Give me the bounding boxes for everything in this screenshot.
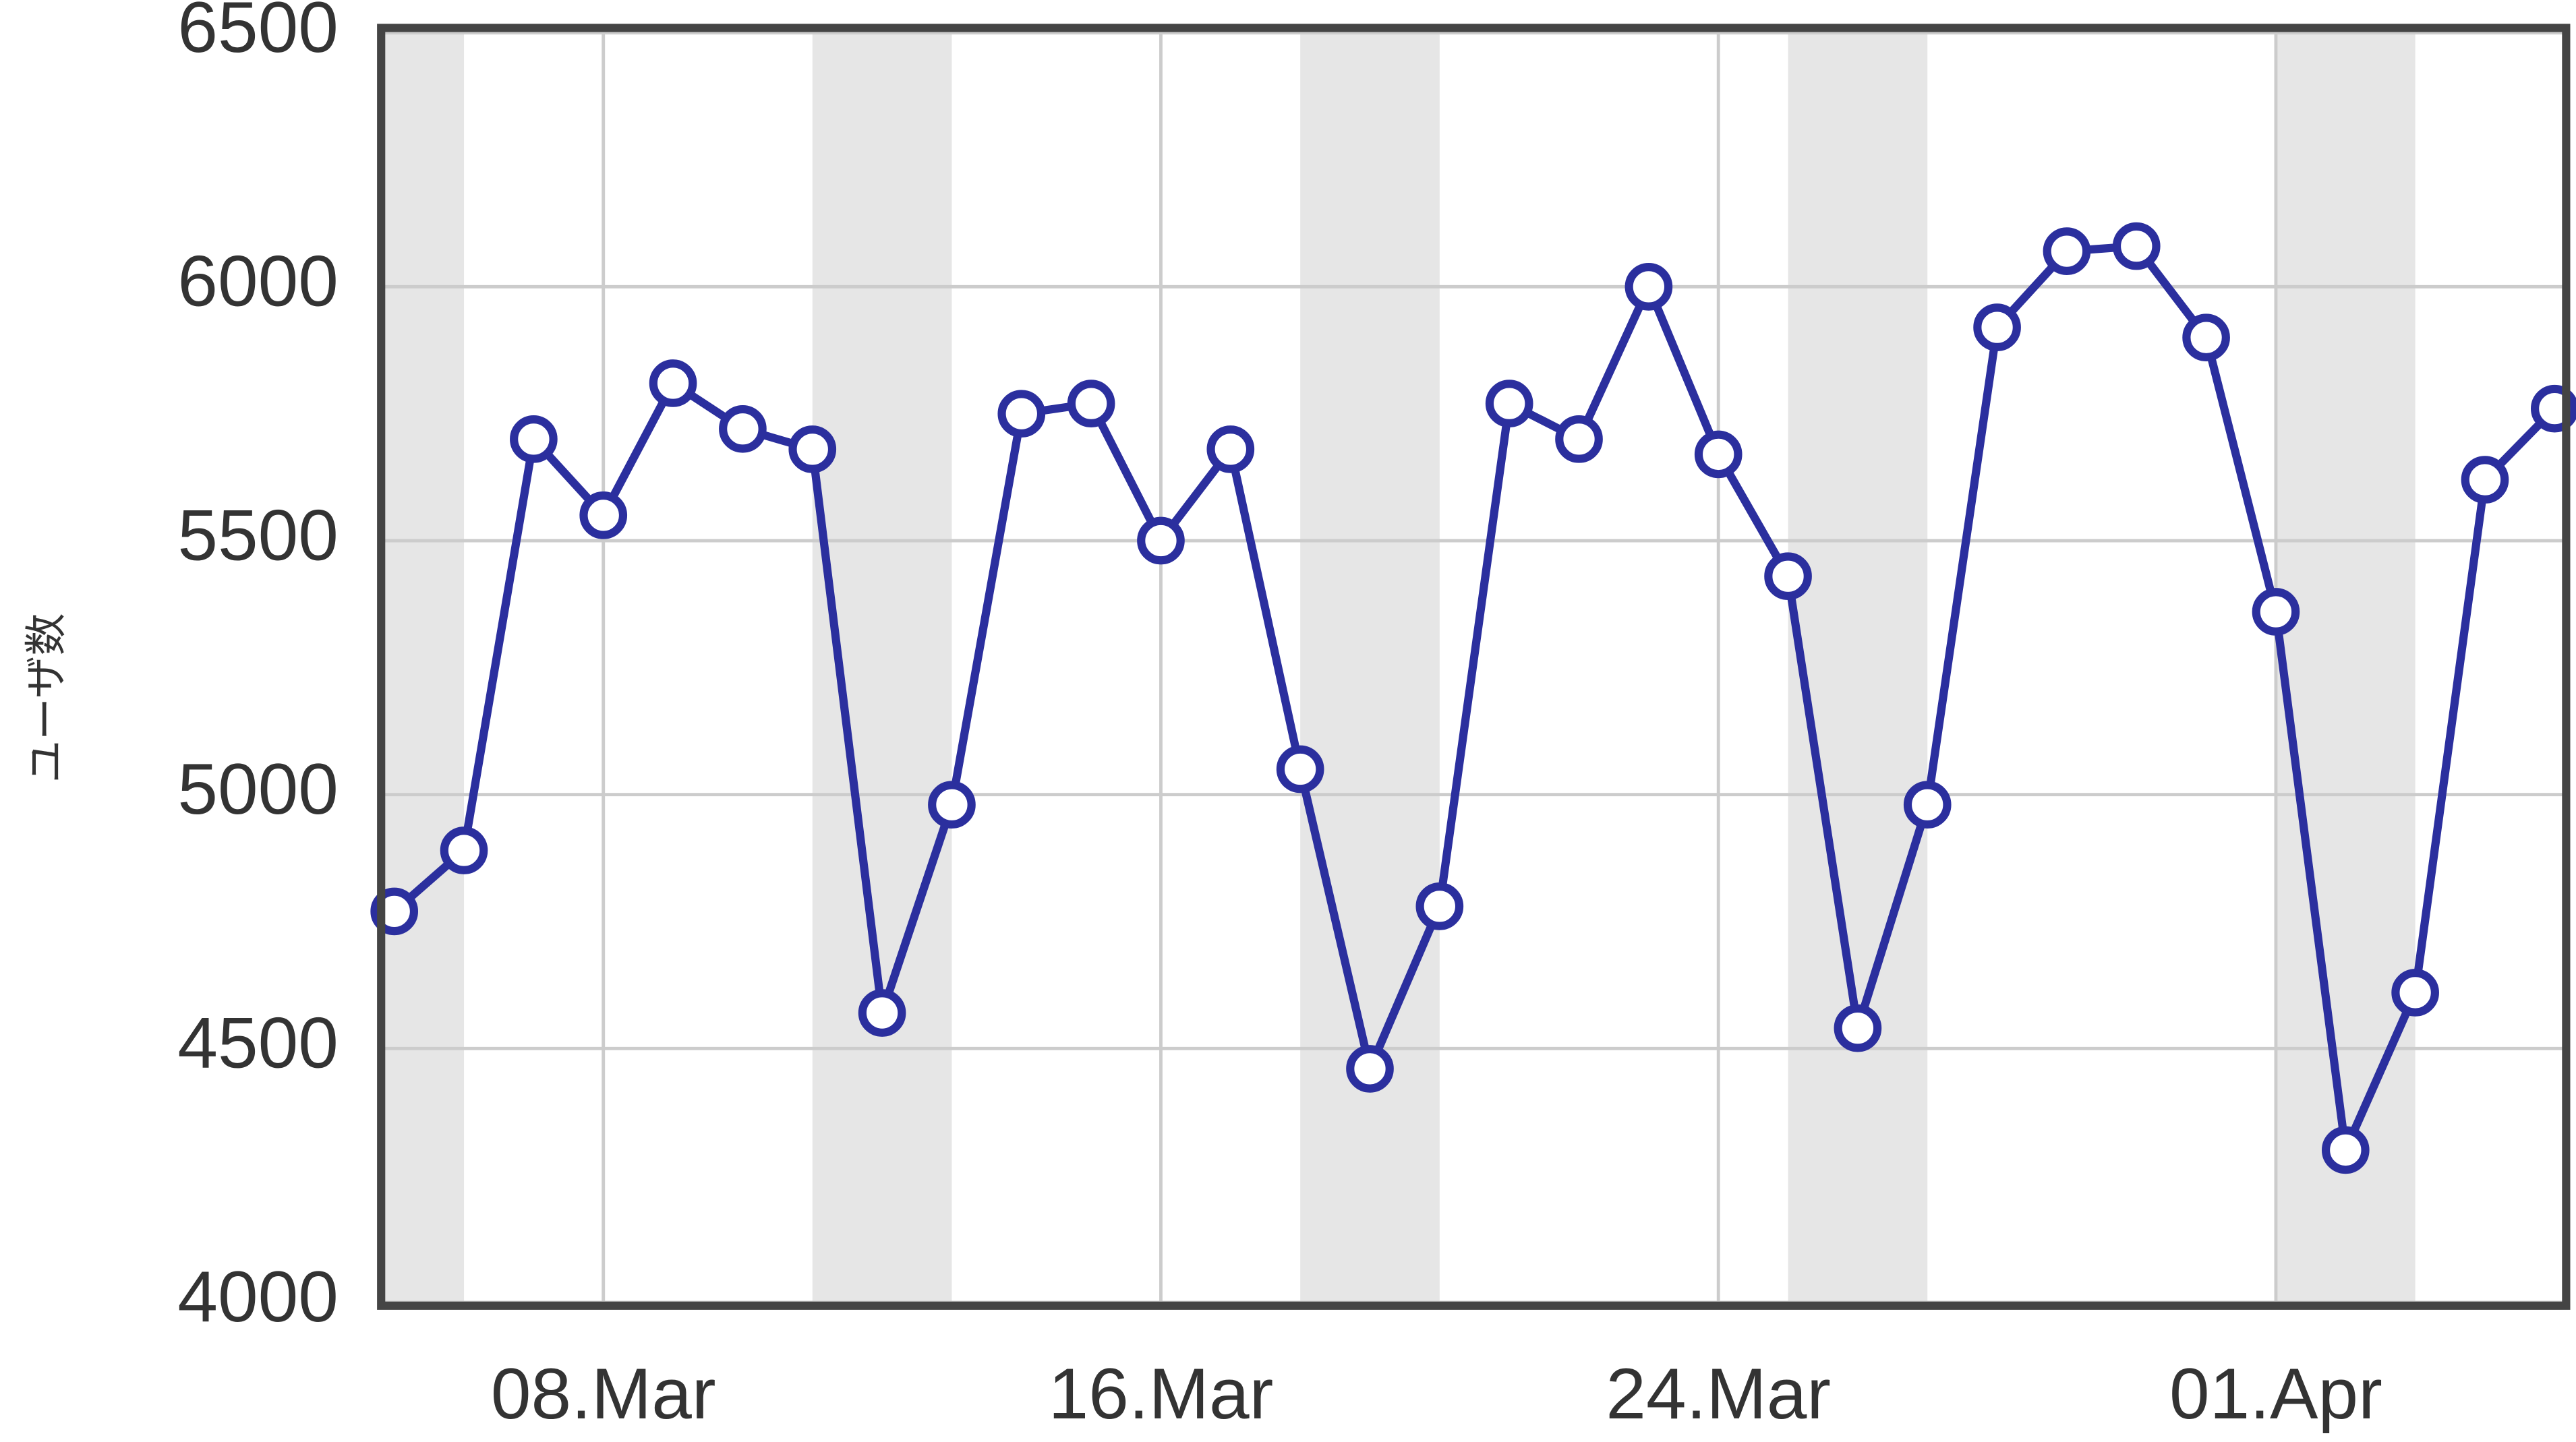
x-tick-label: 08.Mar xyxy=(491,1353,716,1434)
data-point xyxy=(2043,227,2091,275)
plot-band xyxy=(812,28,952,1306)
data-point xyxy=(1067,380,1115,427)
data-point xyxy=(1346,1045,1394,1093)
series-line xyxy=(391,242,2558,1155)
data-point xyxy=(1555,415,1603,463)
y-tick-label: 5000 xyxy=(177,748,338,829)
data-point xyxy=(788,425,837,473)
plot-frame xyxy=(377,24,2571,1310)
data-point xyxy=(719,404,767,453)
data-point xyxy=(1276,745,1324,793)
x-tick-label: 16.Mar xyxy=(1049,1353,1274,1434)
data-point xyxy=(1206,425,1255,473)
x-tick-label: 24.Mar xyxy=(1606,1353,1831,1434)
data-point xyxy=(579,491,628,539)
data-point xyxy=(1485,380,1533,427)
data-point xyxy=(2182,313,2230,362)
data-point xyxy=(2391,969,2439,1017)
data-point xyxy=(1624,263,1673,311)
data-point xyxy=(1694,430,1743,479)
y-tick-label: 5500 xyxy=(177,494,338,575)
data-point xyxy=(1834,1004,1882,1052)
data-point xyxy=(858,989,906,1037)
data-point xyxy=(1903,781,1952,829)
data-point xyxy=(510,415,558,463)
data-point xyxy=(2112,222,2161,270)
y-tick-label: 6000 xyxy=(177,241,338,322)
data-point xyxy=(440,827,488,874)
data-point xyxy=(1764,552,1812,601)
data-point xyxy=(2321,1126,2370,1174)
data-point xyxy=(928,781,976,829)
plot-band xyxy=(381,28,465,1306)
plot-band xyxy=(2275,28,2416,1306)
data-point xyxy=(997,390,1046,438)
y-tick-label: 4000 xyxy=(177,1256,338,1337)
data-point xyxy=(649,359,697,407)
plot-band xyxy=(1788,28,1928,1306)
x-tick-label: 01.Apr xyxy=(2169,1353,2382,1434)
data-point xyxy=(2252,588,2300,636)
data-point xyxy=(1415,882,1464,930)
y-axis-title: ユーザ数 xyxy=(23,613,70,783)
plot-bands xyxy=(381,28,2416,1306)
data-point xyxy=(1973,303,2021,351)
data-point xyxy=(1137,516,1185,565)
data-point xyxy=(2461,456,2509,504)
y-tick-label: 4500 xyxy=(177,1002,338,1083)
y-tick-label: 6500 xyxy=(177,0,338,67)
grid xyxy=(381,28,2567,1306)
plot-band xyxy=(1300,28,1440,1306)
series xyxy=(370,222,2576,1174)
